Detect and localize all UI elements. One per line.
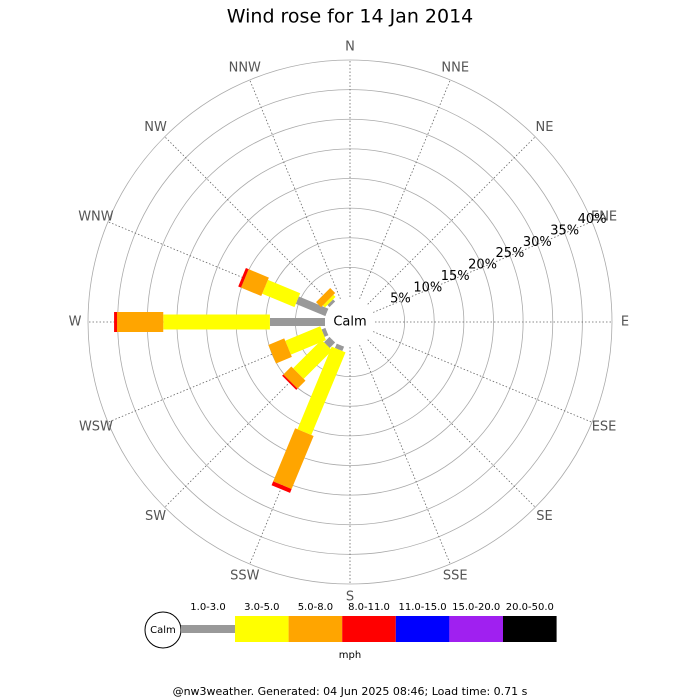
ring-label: 25%: [495, 246, 524, 261]
direction-label: SSW: [230, 569, 260, 584]
legend-swatch: [288, 616, 343, 642]
legend-swatch: [503, 616, 557, 642]
direction-bar: [114, 312, 326, 332]
legend-label: 15.0-20.0: [452, 602, 500, 613]
direction-bar: [282, 336, 336, 390]
direction-bar: [271, 343, 346, 493]
ring-label: 5%: [390, 292, 411, 307]
ring-label: 35%: [550, 224, 579, 239]
bar-segment: [297, 346, 346, 436]
direction-bar: [238, 268, 329, 317]
bar-segment: [240, 269, 269, 297]
direction-bar: [316, 288, 336, 308]
direction-label: S: [346, 590, 354, 605]
bar-segment: [334, 343, 345, 352]
spoke: [372, 221, 593, 313]
bar-segment: [316, 288, 336, 308]
legend-label: 11.0-15.0: [399, 602, 447, 613]
direction-bar: [268, 326, 329, 364]
legend-label: 3.0-5.0: [244, 602, 279, 613]
bar-segment: [321, 327, 329, 337]
ring-label: 15%: [441, 269, 470, 284]
bar-segment: [282, 374, 298, 390]
bar-segment: [114, 312, 118, 332]
direction-label: WSW: [79, 420, 113, 435]
direction-label: ENE: [591, 209, 617, 224]
legend-swatch: [449, 616, 503, 642]
bar-segment: [262, 279, 301, 308]
legend-swatch: [235, 616, 289, 642]
legend-swatch: [342, 616, 396, 642]
bar-segment: [117, 312, 164, 332]
ring-label: 30%: [523, 235, 552, 250]
direction-label: NNE: [441, 60, 469, 75]
bar-segment: [295, 296, 329, 317]
bar-segment: [238, 268, 249, 288]
calm-circle: [325, 297, 375, 347]
direction-label: NE: [535, 120, 553, 135]
bar-segment: [322, 294, 336, 308]
spoke: [367, 339, 536, 508]
legend-calm-label: Calm: [150, 625, 176, 636]
calm-label: Calm: [333, 315, 366, 330]
direction-label: SW: [145, 509, 166, 524]
spoke: [164, 136, 333, 305]
bar-segment: [273, 428, 314, 490]
legend-label: 5.0-8.0: [298, 602, 333, 613]
ring-label: 40%: [578, 212, 607, 227]
spoke: [367, 136, 536, 305]
bar-segment: [327, 299, 336, 308]
legend-swatch: [395, 616, 450, 642]
direction-label: NNW: [229, 60, 261, 75]
footer: @nw3weather. Generated: 04 Jun 2025 08:4…: [173, 685, 528, 698]
direction-label: E: [621, 315, 629, 330]
legend-label: 20.0-50.0: [506, 602, 554, 613]
spoke: [249, 79, 341, 300]
ring: [87, 59, 613, 585]
legend-label: 1.0-3.0: [190, 602, 225, 613]
spoke: [359, 344, 451, 565]
legend-label: 8.0-11.0: [348, 602, 390, 613]
bar-segment: [163, 314, 270, 330]
unit-label: mph: [339, 650, 361, 661]
bar-segment: [283, 366, 306, 389]
chart-title: Wind rose for 14 Jan 2014: [227, 6, 474, 28]
direction-label: ESE: [592, 420, 617, 435]
bar-segment: [271, 481, 292, 493]
direction-label: SE: [536, 509, 552, 524]
ring-label: 20%: [468, 258, 497, 273]
bar-segment: [324, 336, 336, 348]
direction-label: WNW: [78, 209, 114, 224]
direction-label: N: [345, 40, 355, 55]
bar-segment: [268, 338, 292, 364]
bar-segment: [285, 326, 326, 355]
direction-label: W: [69, 315, 82, 330]
legend-swatch: [181, 625, 235, 633]
direction-label: SSE: [443, 569, 468, 584]
spoke: [372, 331, 593, 423]
bar-segment: [293, 339, 333, 379]
direction-label: NW: [144, 120, 167, 135]
ring-label: 10%: [413, 280, 442, 295]
bar-segment: [269, 318, 326, 326]
spoke: [359, 79, 451, 300]
